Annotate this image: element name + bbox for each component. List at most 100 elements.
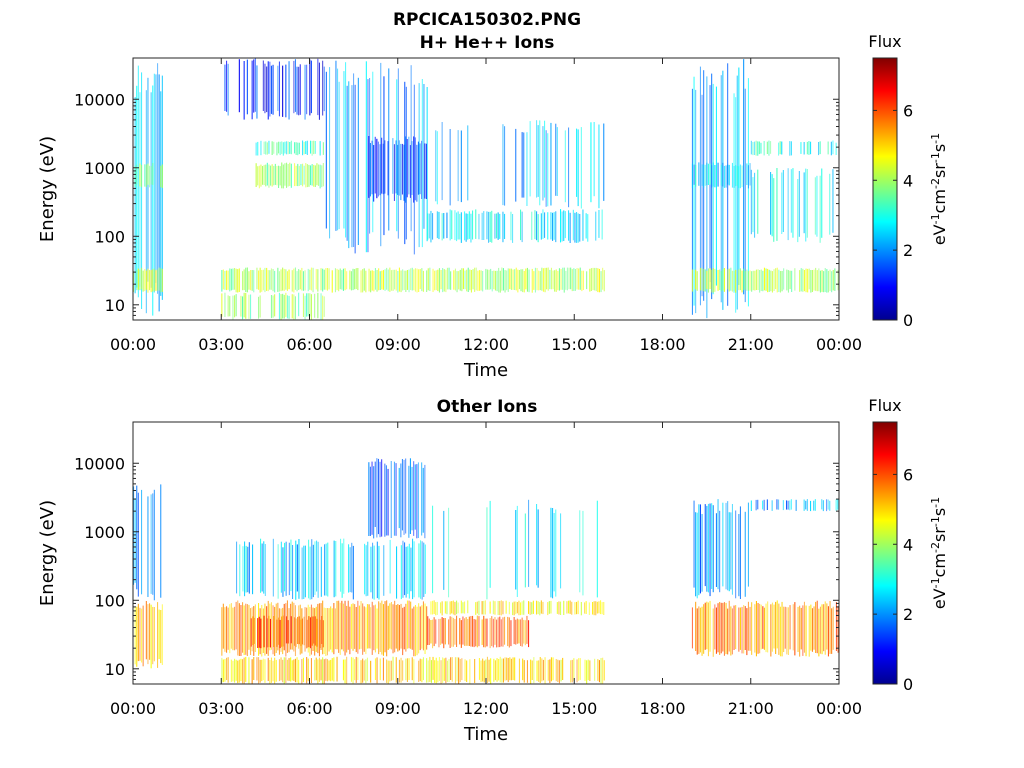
spectrogram-stripe bbox=[728, 268, 730, 292]
spectrogram-stripe bbox=[564, 211, 566, 239]
spectrogram-stripe bbox=[574, 602, 576, 615]
spectrogram-stripe bbox=[284, 542, 286, 592]
x-tick-label: 00:00 bbox=[816, 335, 862, 354]
spectrogram-stripe bbox=[153, 73, 155, 293]
spectrogram-stripe bbox=[794, 268, 796, 291]
spectrogram-stripe bbox=[790, 499, 792, 510]
spectrogram-stripe bbox=[598, 210, 600, 238]
spectrogram-stripe bbox=[783, 606, 785, 652]
spectrogram-stripe bbox=[268, 140, 270, 154]
spectrogram-stripe bbox=[340, 538, 342, 592]
spectrogram-stripe bbox=[478, 616, 480, 647]
spectrogram-stripe bbox=[832, 606, 834, 650]
spectrogram-stripe bbox=[285, 292, 287, 317]
spectrogram-stripe bbox=[282, 547, 284, 597]
spectrogram-stripe bbox=[492, 600, 494, 615]
spectrogram-stripe bbox=[532, 600, 534, 614]
spectrogram-stripe bbox=[306, 140, 308, 155]
spectrogram-stripe bbox=[349, 547, 351, 593]
spectrogram-stripe bbox=[432, 505, 434, 594]
spectrogram-stripe bbox=[823, 271, 825, 293]
spectrogram-stripe bbox=[480, 660, 482, 682]
spectrogram-stripe bbox=[136, 269, 138, 291]
spectrogram-stripe bbox=[306, 657, 308, 684]
spectrogram-stripe bbox=[314, 541, 316, 595]
panel-1-colorbar-unit: eV-1cm-2sr-1s-1 bbox=[929, 133, 949, 245]
spectrogram-stripe bbox=[808, 605, 810, 657]
spectrogram-stripe bbox=[405, 270, 407, 292]
spectrogram-stripe bbox=[355, 607, 357, 653]
spectrogram-stripe bbox=[442, 657, 444, 683]
spectrogram-stripe bbox=[707, 602, 709, 657]
spectrogram-stripe bbox=[411, 141, 413, 195]
spectrogram-stripe bbox=[427, 268, 429, 291]
spectrogram-stripe bbox=[282, 607, 284, 655]
spectrogram-stripe bbox=[293, 659, 295, 681]
spectrogram-stripe bbox=[698, 504, 700, 596]
spectrogram-stripe bbox=[318, 657, 320, 682]
spectrogram-stripe bbox=[240, 295, 242, 317]
spectrogram-stripe bbox=[333, 603, 335, 655]
spectrogram-stripe bbox=[502, 658, 504, 683]
spectrogram-stripe bbox=[486, 618, 488, 647]
spectrogram-stripe bbox=[547, 267, 549, 291]
spectrogram-stripe bbox=[269, 603, 271, 651]
spectrogram-stripe bbox=[348, 81, 350, 249]
spectrogram-stripe bbox=[810, 500, 812, 512]
spectrogram-band bbox=[236, 538, 426, 600]
spectrogram-stripe bbox=[278, 271, 280, 292]
spectrogram-band bbox=[221, 656, 605, 684]
spectrogram-stripe bbox=[577, 213, 579, 243]
spectrogram-stripe bbox=[478, 213, 480, 240]
spectrogram-stripe bbox=[280, 269, 282, 292]
spectrogram-stripe bbox=[418, 660, 420, 682]
spectrogram-stripe bbox=[576, 601, 578, 615]
spectrogram-stripe bbox=[369, 78, 371, 234]
spectrogram-stripe bbox=[587, 214, 589, 242]
spectrogram-stripe bbox=[424, 544, 426, 594]
spectrogram-stripe bbox=[369, 466, 371, 536]
spectrogram-stripe bbox=[422, 467, 424, 533]
spectrogram-stripe bbox=[739, 164, 741, 189]
spectrogram-stripe bbox=[755, 499, 757, 511]
spectrogram-stripe bbox=[278, 165, 280, 188]
spectrogram-stripe bbox=[505, 600, 507, 614]
spectrogram-stripe bbox=[390, 461, 392, 538]
spectrogram-stripe bbox=[725, 602, 727, 655]
spectrogram-stripe bbox=[444, 601, 446, 614]
spectrogram-stripe bbox=[145, 90, 147, 314]
spectrogram-stripe bbox=[595, 267, 597, 292]
spectrogram-stripe bbox=[544, 212, 546, 238]
spectrogram-stripe bbox=[547, 602, 549, 616]
spectrogram-stripe bbox=[288, 61, 290, 120]
spectrogram-stripe bbox=[317, 603, 319, 654]
spectrogram-stripe bbox=[443, 658, 445, 681]
spectrogram-stripe bbox=[537, 214, 539, 243]
spectrogram-stripe bbox=[489, 500, 491, 588]
spectrogram-stripe bbox=[382, 604, 384, 656]
spectrogram-stripe bbox=[240, 605, 242, 656]
spectrogram-stripe bbox=[542, 268, 544, 292]
spectrogram-stripe bbox=[800, 142, 802, 154]
spectrogram-stripe bbox=[521, 132, 523, 198]
spectrogram-stripe bbox=[449, 601, 451, 615]
spectrogram-stripe bbox=[494, 213, 496, 239]
spectrogram-stripe bbox=[318, 603, 320, 657]
spectrogram-stripe bbox=[371, 270, 373, 291]
spectrogram-stripe bbox=[251, 659, 253, 684]
spectrogram-stripe bbox=[433, 617, 435, 647]
spectrogram-stripe bbox=[338, 81, 340, 230]
spectrogram-stripe bbox=[560, 209, 562, 243]
spectrogram-band bbox=[432, 499, 598, 600]
spectrogram-stripe bbox=[711, 503, 713, 589]
spectrogram-stripe bbox=[751, 602, 753, 655]
y-tick-label: 1000 bbox=[84, 159, 125, 178]
spectrogram-stripe bbox=[301, 608, 303, 654]
spectrogram-stripe bbox=[282, 65, 284, 117]
spectrogram-stripe bbox=[310, 294, 312, 320]
spectrogram-stripe bbox=[584, 602, 586, 614]
spectrogram-stripe bbox=[320, 603, 322, 650]
spectrogram-stripe bbox=[531, 211, 533, 240]
spectrogram-stripe bbox=[250, 608, 252, 655]
spectrogram-stripe bbox=[294, 163, 296, 187]
